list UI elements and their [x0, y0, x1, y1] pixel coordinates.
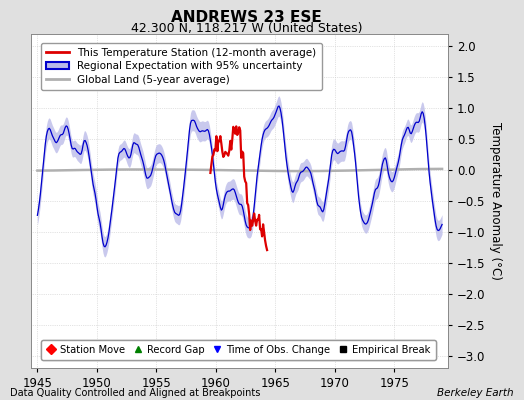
Y-axis label: Temperature Anomaly (°C): Temperature Anomaly (°C)	[489, 122, 502, 280]
Text: 42.300 N, 118.217 W (United States): 42.300 N, 118.217 W (United States)	[130, 22, 362, 35]
Text: Berkeley Earth: Berkeley Earth	[437, 388, 514, 398]
Text: Data Quality Controlled and Aligned at Breakpoints: Data Quality Controlled and Aligned at B…	[10, 388, 261, 398]
Text: ANDREWS 23 ESE: ANDREWS 23 ESE	[171, 10, 322, 25]
Legend: Station Move, Record Gap, Time of Obs. Change, Empirical Break: Station Move, Record Gap, Time of Obs. C…	[40, 340, 436, 360]
